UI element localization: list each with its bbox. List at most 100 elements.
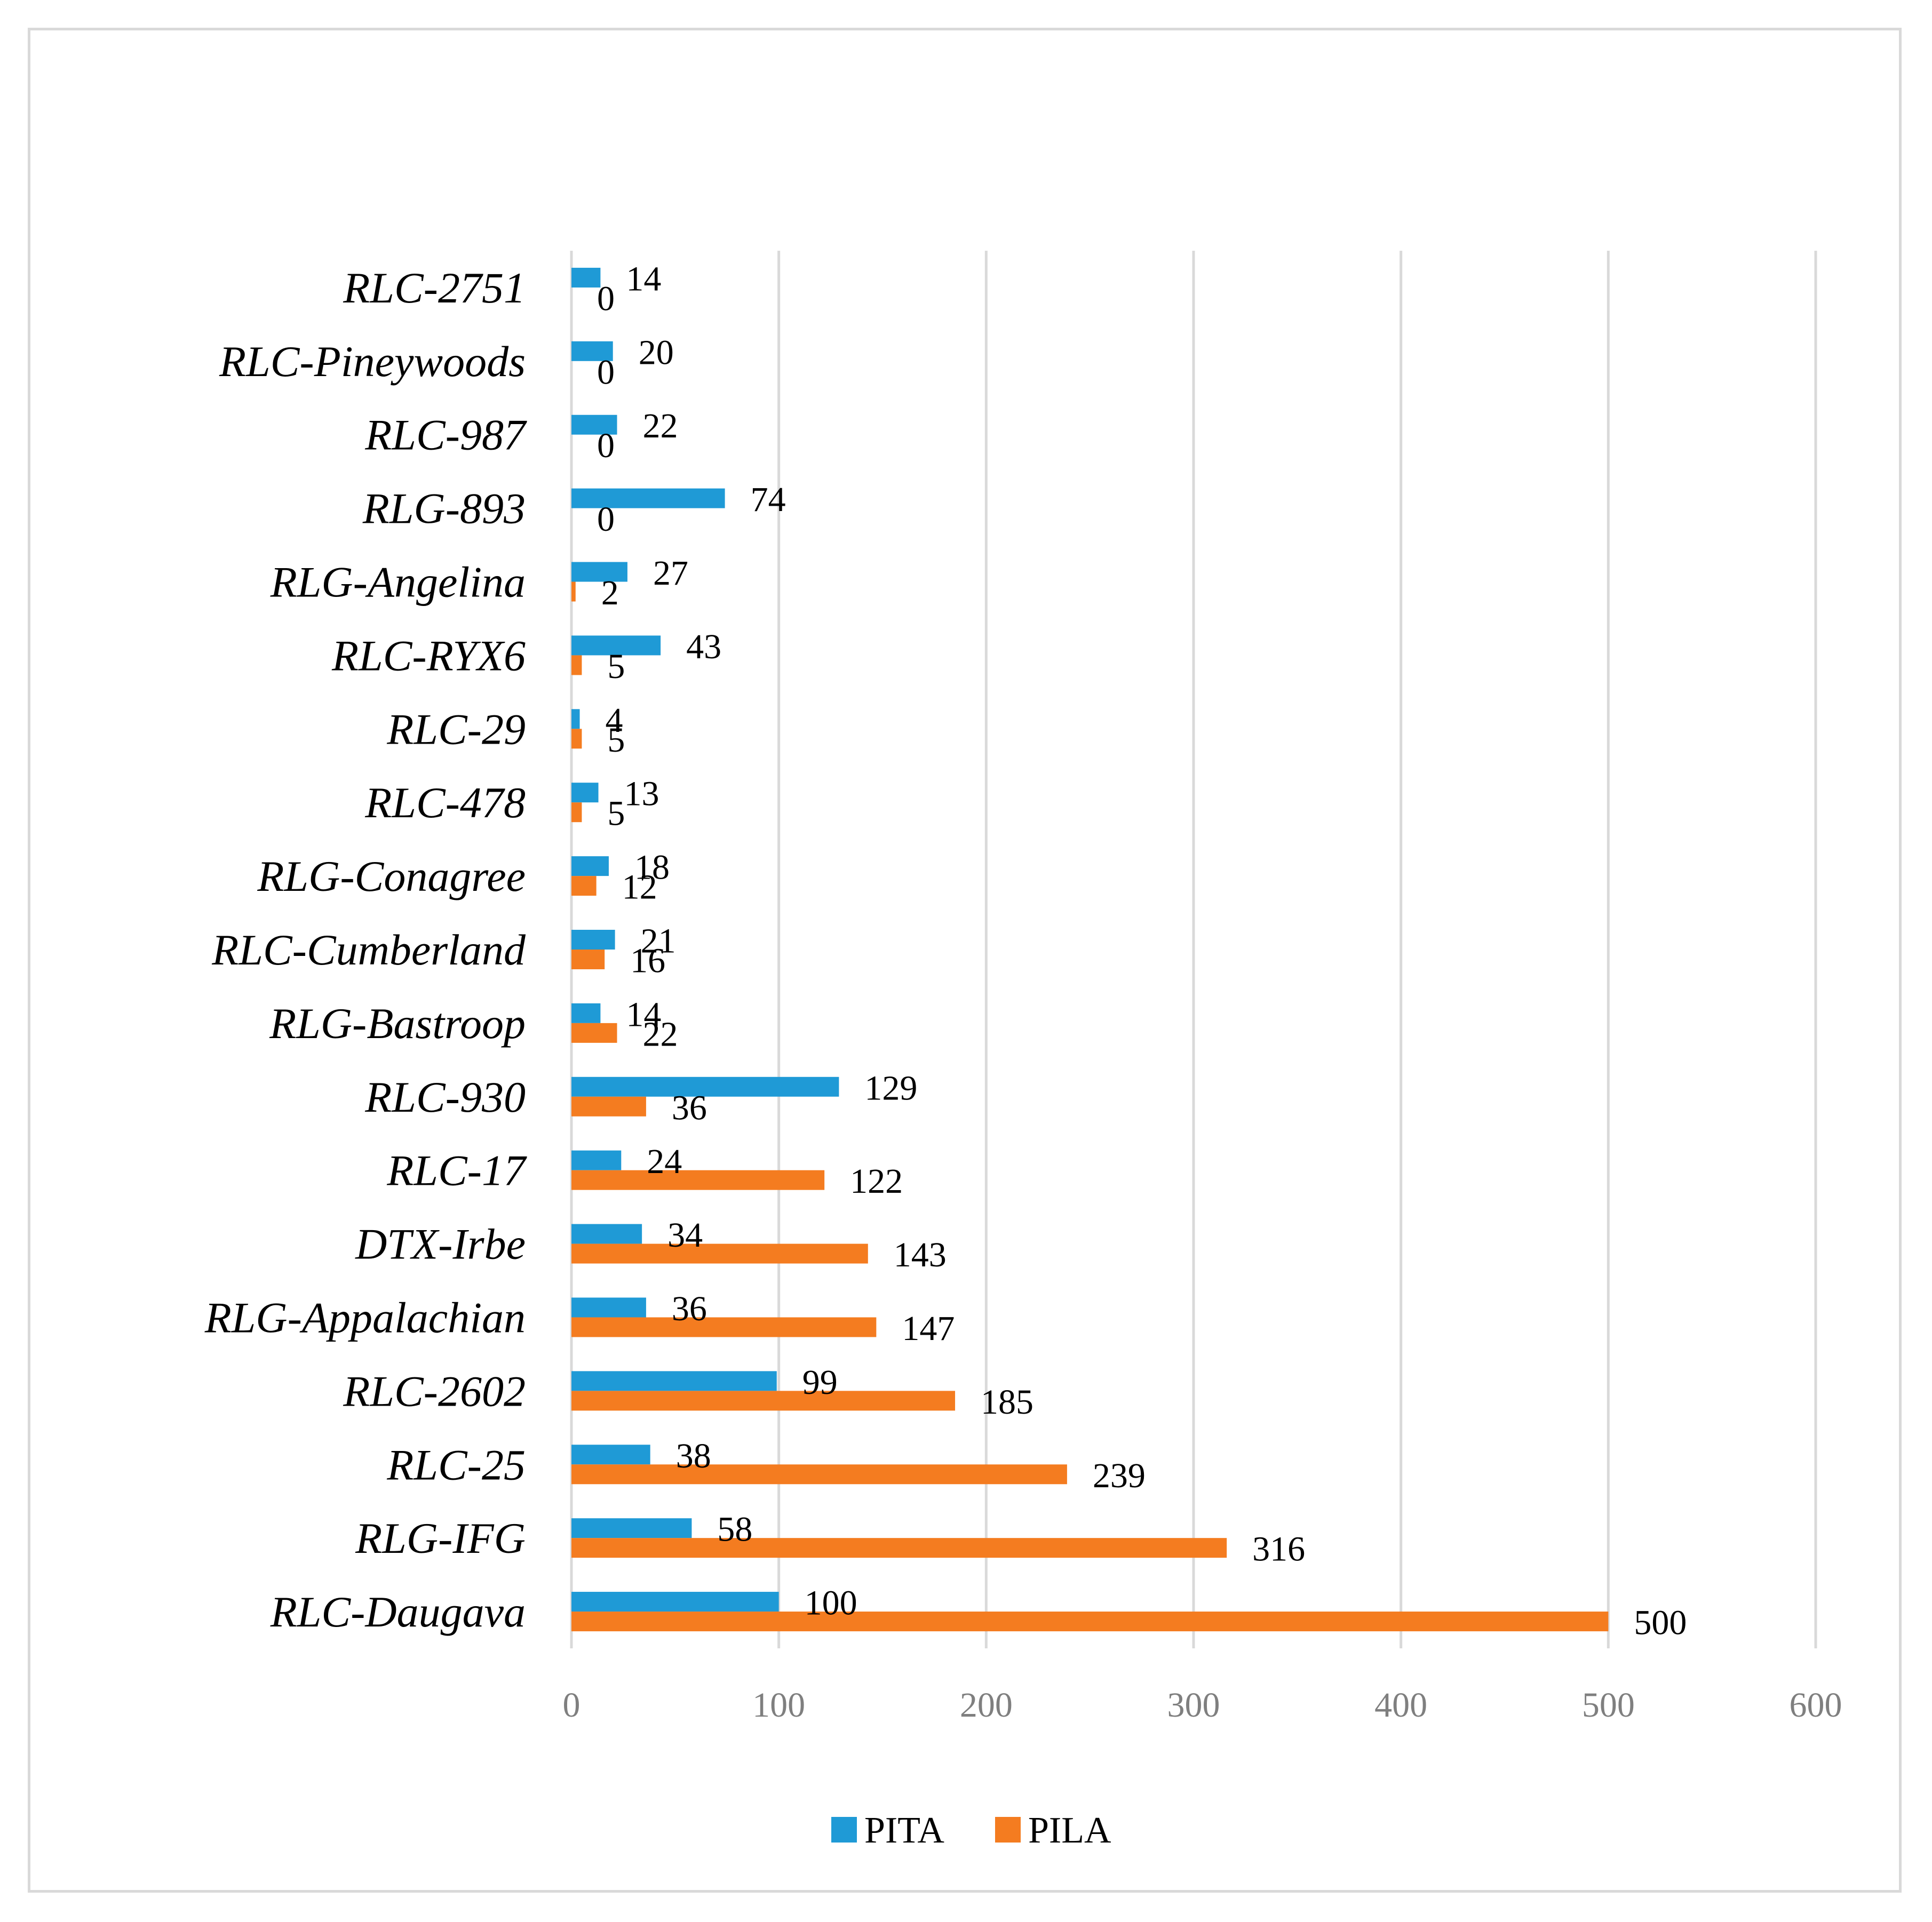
data-label-pita-rlc-987: 22 <box>643 406 678 445</box>
bar-pila-rlg-angelina <box>571 581 576 602</box>
gridlines <box>570 251 1817 1648</box>
bar-pila-rlc-17 <box>571 1170 825 1190</box>
tick-label-0: 0 <box>563 1686 581 1725</box>
data-label-pita-dtx-irbe: 34 <box>667 1216 703 1255</box>
data-label-pila-rlc-17: 122 <box>850 1162 903 1201</box>
data-label-pila-rlg-ifg: 316 <box>1252 1530 1305 1569</box>
bar-pita-rlc-930 <box>571 1076 839 1097</box>
bar-pita-rlg-conagree <box>571 856 609 876</box>
legend-label-pila: PILA <box>1028 1810 1111 1851</box>
bar-pita-rlc-478 <box>571 783 599 803</box>
category-label-rlg-angelina: RLG-Angelina <box>270 558 526 607</box>
data-label-pita-rlc-29: 4 <box>606 701 623 740</box>
category-label-dtx-irbe: DTX-Irbe <box>355 1220 526 1269</box>
bar-pila-rlc-478 <box>571 802 582 823</box>
data-label-pila-rlg-angelina: 2 <box>601 573 619 612</box>
tick-label-200: 200 <box>960 1686 1013 1725</box>
data-label-pila-rlc-ryx6: 5 <box>607 647 625 686</box>
category-label-rlg-ifg: RLG-IFG <box>355 1514 526 1562</box>
category-label-rlc-29: RLC-29 <box>386 705 526 753</box>
category-label-rlc-2751: RLC-2751 <box>343 264 526 312</box>
bar-pita-rlg-appalachian <box>571 1297 646 1318</box>
bar-pita-rlc-29 <box>571 709 580 729</box>
data-label-pita-rlc-ryx6: 43 <box>686 627 721 666</box>
data-label-pila-rlc-2751: 0 <box>597 279 615 318</box>
data-label-pila-rlc-daugava: 500 <box>1634 1604 1687 1642</box>
category-label-rlc-ryx6: RLC-RYX6 <box>331 631 526 680</box>
bar-pita-rlc-2751 <box>571 267 601 288</box>
data-label-pita-rlc-2751: 14 <box>626 259 661 298</box>
tick-label-500: 500 <box>1582 1686 1635 1725</box>
legend-label-pita: PITA <box>864 1810 944 1851</box>
data-label-pila-rlc-29: 5 <box>607 721 625 760</box>
bar-pita-rlc-17 <box>571 1150 622 1170</box>
data-label-pita-rlc-pineywoods: 20 <box>639 333 674 372</box>
bar-pita-rlc-pineywoods <box>571 341 613 361</box>
data-label-pita-rlc-478: 13 <box>624 775 659 814</box>
bar-pita-rlc-25 <box>571 1445 650 1465</box>
category-label-rlc-pineywoods: RLC-Pineywoods <box>219 337 526 386</box>
category-label-rlc-987: RLC-987 <box>364 411 527 459</box>
data-label-pila-rlc-478: 5 <box>607 794 625 833</box>
bar-pila-rlc-29 <box>571 729 582 749</box>
tick-label-600: 600 <box>1790 1686 1842 1725</box>
category-label-rlc-478: RLC-478 <box>364 778 526 827</box>
bar-pita-rlc-daugava <box>571 1592 779 1612</box>
data-label-pita-rlc-930: 129 <box>864 1068 917 1107</box>
bar-pila-rlc-cumberland <box>571 950 605 969</box>
data-labels: 1005005831638239991853614734143241221293… <box>597 259 1687 1642</box>
category-label-rlg-conagree: RLG-Conagree <box>257 852 526 900</box>
category-label-rlc-cumberland: RLC-Cumberland <box>211 926 526 974</box>
bar-pita-rlc-cumberland <box>571 930 615 950</box>
data-label-pila-dtx-irbe: 143 <box>894 1235 947 1274</box>
bar-pila-dtx-irbe <box>571 1243 868 1264</box>
category-label-rlc-daugava: RLC-Daugava <box>270 1588 526 1636</box>
bar-pila-rlc-daugava <box>571 1612 1609 1632</box>
data-label-pita-rlg-893: 74 <box>751 480 786 519</box>
data-label-pita-rlc-2602: 99 <box>802 1363 838 1402</box>
bar-pita-rlg-893 <box>571 488 725 508</box>
data-label-pita-rlc-17: 24 <box>647 1142 682 1181</box>
category-label-rlc-25: RLC-25 <box>386 1440 526 1489</box>
data-label-pita-rlg-angelina: 27 <box>653 554 688 593</box>
tick-label-100: 100 <box>752 1686 805 1725</box>
bar-pita-rlc-ryx6 <box>571 635 661 656</box>
bar-pita-rlg-angelina <box>571 562 627 582</box>
bar-pita-rlc-987 <box>571 414 617 435</box>
bar-pita-rlc-2602 <box>571 1371 777 1391</box>
bar-pila-rlg-bastroop <box>571 1023 617 1043</box>
data-label-pila-rlc-25: 239 <box>1093 1456 1146 1495</box>
bars <box>571 267 1609 1632</box>
bar-pila-rlc-25 <box>571 1464 1067 1485</box>
chart-frame <box>28 28 1902 1893</box>
category-label-rlg-bastroop: RLG-Bastroop <box>269 999 526 1048</box>
category-label-rlg-appalachian: RLG-Appalachian <box>204 1293 526 1342</box>
data-label-pila-rlc-987: 0 <box>597 426 615 465</box>
data-label-pita-rlc-25: 38 <box>676 1437 711 1476</box>
legend: PITA PILA <box>831 1810 1111 1851</box>
data-label-pita-rlc-cumberland: 21 <box>641 922 676 961</box>
bar-pita-rlg-ifg <box>571 1518 692 1538</box>
bar-pila-rlc-ryx6 <box>571 655 582 675</box>
value-axis-ticks: 0 100 200 300 400 500 600 <box>563 1686 1842 1725</box>
bar-pila-rlg-appalachian <box>571 1317 877 1337</box>
category-label-rlc-2602: RLC-2602 <box>343 1367 526 1415</box>
data-label-pila-rlg-appalachian: 147 <box>902 1309 955 1348</box>
bar-pila-rlc-930 <box>571 1096 646 1116</box>
data-label-pila-rlg-bastroop: 22 <box>643 1015 678 1054</box>
legend-swatch-pila <box>995 1817 1021 1843</box>
bar-pila-rlg-ifg <box>571 1538 1227 1558</box>
data-label-pita-rlc-daugava: 100 <box>805 1584 857 1623</box>
tick-label-400: 400 <box>1374 1686 1427 1725</box>
data-label-pita-rlg-conagree: 18 <box>634 848 670 887</box>
bar-pila-rlc-2602 <box>571 1391 956 1411</box>
data-label-pila-rlg-conagree: 12 <box>622 868 657 907</box>
data-label-pita-rlg-ifg: 58 <box>717 1510 752 1549</box>
data-label-pita-rlg-bastroop: 14 <box>626 995 661 1034</box>
data-label-pita-rlg-appalachian: 36 <box>672 1289 707 1328</box>
tick-label-300: 300 <box>1167 1686 1220 1725</box>
data-label-pila-rlc-930: 36 <box>672 1088 707 1127</box>
category-label-rlg-893: RLG-893 <box>362 484 526 533</box>
category-label-rlc-17: RLC-17 <box>386 1146 527 1195</box>
